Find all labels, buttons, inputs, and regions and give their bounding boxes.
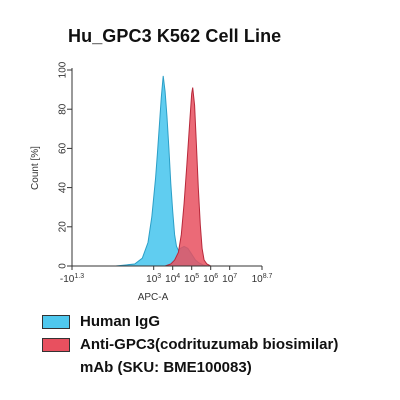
y-tick-label-40: 40 bbox=[58, 182, 69, 194]
legend-swatch-anti-gpc3 bbox=[42, 338, 70, 352]
x-tick-label-4: 106 bbox=[203, 273, 218, 285]
legend-swatch-human-igg bbox=[42, 315, 70, 329]
x-tick-label-2: 104 bbox=[165, 273, 180, 285]
y-axis-label: Count [%] bbox=[30, 146, 41, 190]
legend-label-human-igg: Human IgG bbox=[80, 313, 161, 330]
legend-item-human-igg: Human IgG bbox=[42, 312, 338, 331]
x-tick-label-5: 107 bbox=[222, 273, 237, 285]
y-tick-label-80: 80 bbox=[58, 103, 69, 115]
legend-label-anti-gpc3: Anti-GPC3(codrituzumab biosimilar) bbox=[80, 336, 339, 353]
series-anti-gpc3-area bbox=[164, 87, 211, 267]
y-tick-label-100: 100 bbox=[58, 61, 69, 78]
x-axis-label: APC-A bbox=[138, 292, 169, 303]
legend-label-anti-gpc3-line2: mAb (SKU: BME100083) bbox=[80, 359, 252, 376]
chart-title: Hu_GPC3 K562 Cell Line bbox=[68, 26, 282, 46]
legend-item-anti-gpc3: Anti-GPC3(codrituzumab biosimilar) bbox=[42, 335, 338, 354]
y-tick-label-60: 60 bbox=[58, 142, 69, 154]
y-tick-label-20: 20 bbox=[58, 221, 69, 233]
x-tick-label-0: -101.3 bbox=[60, 273, 84, 285]
y-tick-label-0: 0 bbox=[58, 263, 69, 269]
x-tick-label-3: 105 bbox=[184, 273, 199, 285]
x-tick-label-6: 108.7 bbox=[252, 273, 273, 285]
x-tick-label-1: 103 bbox=[146, 273, 161, 285]
legend: Human IgG Anti-GPC3(codrituzumab biosimi… bbox=[42, 312, 338, 377]
histogram-chart: 0 20 40 60 80 100 -101.3 103 104 105 106 107 108.7 AP… bbox=[30, 61, 273, 303]
